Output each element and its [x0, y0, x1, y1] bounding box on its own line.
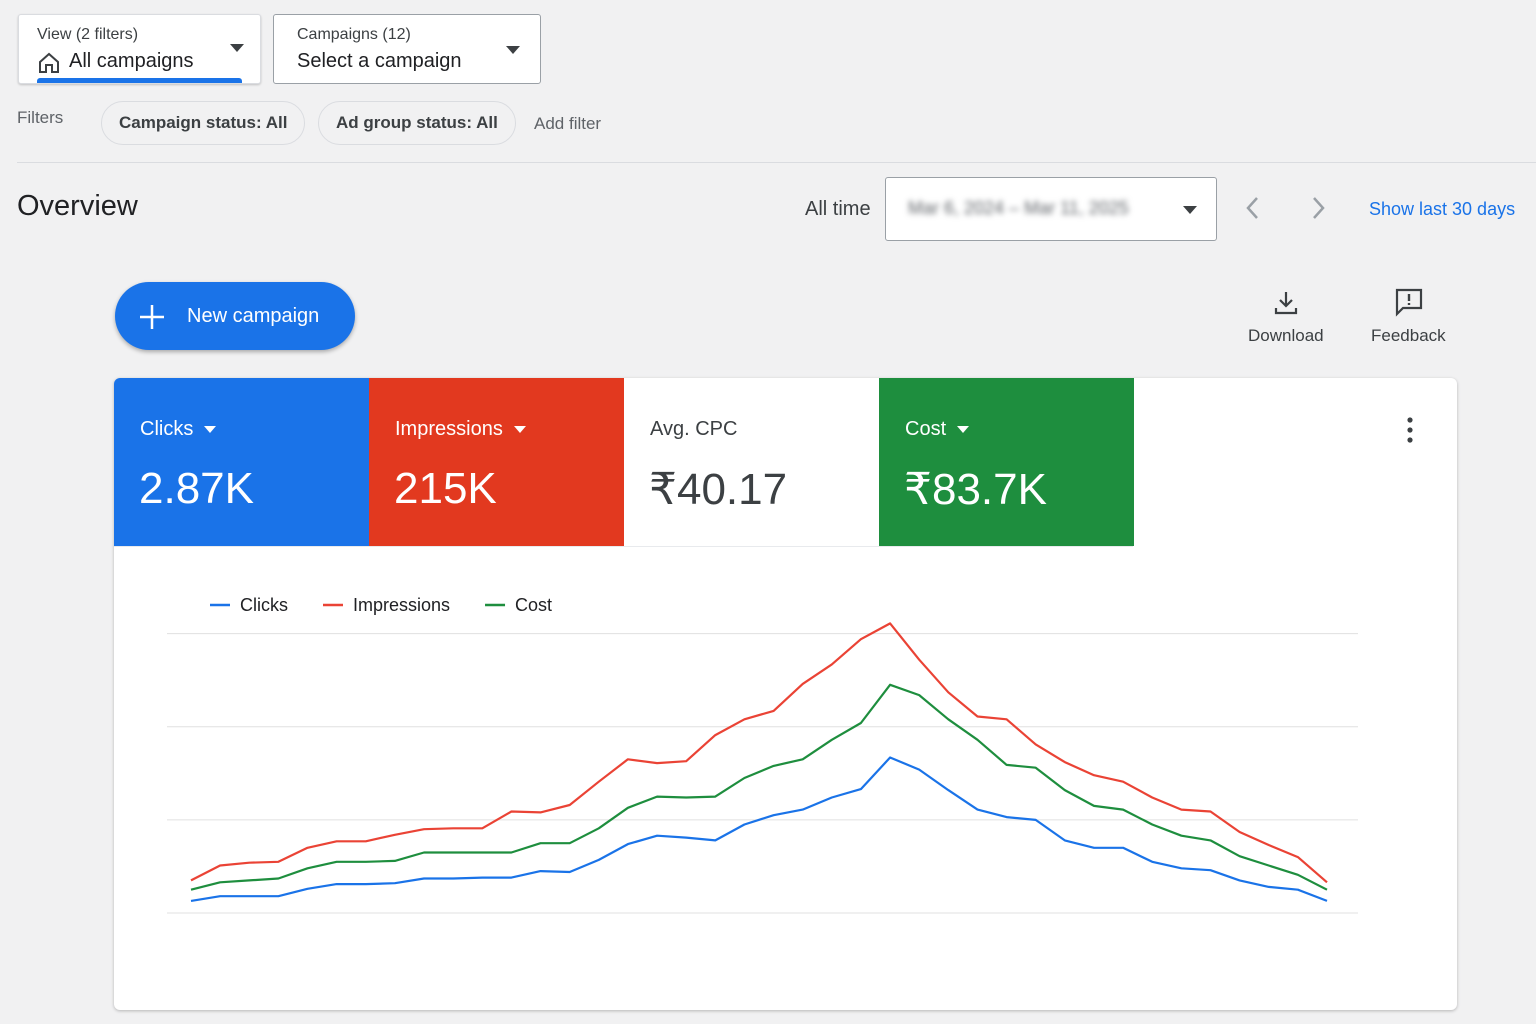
new-campaign-label: New campaign [187, 305, 320, 327]
metric-tile[interactable]: Avg. CPC ₹40.17 [624, 378, 879, 546]
tile-divider [114, 546, 1133, 547]
feedback-label[interactable]: Feedback [1371, 326, 1446, 345]
more-menu[interactable] [1402, 416, 1418, 444]
metric-value: ₹83.7K [904, 465, 1047, 514]
series-line [190, 756, 1328, 902]
campaign-selector[interactable]: Campaigns (12) Select a campaign [273, 14, 541, 84]
date-range: Mar 6, 2024 – Mar 11, 2025 [908, 198, 1129, 218]
download-icon[interactable] [1272, 289, 1300, 317]
dropdown-arrow [230, 44, 244, 52]
range-label: All time [805, 198, 871, 220]
metric-value: ₹40.17 [649, 465, 788, 514]
campaign-value: Select a campaign [297, 50, 462, 72]
feedback-icon[interactable] [1394, 287, 1424, 317]
view-label: View (2 filters) [37, 26, 139, 43]
metric-name: Cost [905, 418, 970, 441]
date-range-picker[interactable]: Mar 6, 2024 – Mar 11, 2025 [885, 177, 1217, 241]
view-selector[interactable]: View (2 filters) All campaigns [18, 14, 261, 84]
filter-chip[interactable]: Campaign status: All [101, 101, 306, 145]
add-filter[interactable]: Add filter [534, 114, 602, 133]
metric-name: Avg. CPC [650, 418, 738, 440]
campaign-label: Campaigns (12) [297, 26, 411, 43]
series-line [190, 622, 1328, 884]
series-line [190, 683, 1328, 891]
metric-tile[interactable]: Clicks 2.87K [114, 378, 369, 546]
new-campaign-button[interactable]: New campaign [115, 282, 355, 350]
metric-name: Impressions [395, 418, 527, 441]
plus-icon [140, 305, 164, 329]
metric-tile[interactable]: Impressions 215K [369, 378, 624, 546]
line-chart: Clicks Impressions Cost [167, 595, 1358, 914]
view-value: All campaigns [69, 50, 194, 72]
overview-title: Overview [17, 190, 138, 222]
metric-value: 2.87K [139, 464, 254, 513]
dropdown-arrow [513, 426, 526, 434]
prev-button[interactable] [1240, 194, 1264, 222]
dropdown-arrow [1183, 206, 1197, 214]
metric-value: 215K [394, 464, 497, 513]
filter-chip[interactable]: Ad group status: All [318, 101, 516, 145]
filters-label: Filters [17, 108, 64, 127]
dropdown-arrow [957, 426, 970, 434]
download-label[interactable]: Download [1248, 326, 1324, 345]
home-icon [39, 52, 59, 73]
legend-label: Impressions [353, 595, 450, 615]
metric-name: Clicks [140, 418, 217, 441]
next-button[interactable] [1306, 194, 1330, 222]
legend-label: Clicks [240, 595, 288, 615]
metric-tile[interactable]: Cost ₹83.7K [879, 378, 1134, 546]
show-last-link[interactable]: Show last 30 days [1369, 199, 1516, 219]
dropdown-arrow [506, 46, 520, 54]
dropdown-arrow [204, 426, 217, 434]
active-indicator [37, 78, 242, 83]
legend-label: Cost [515, 595, 552, 615]
divider [17, 162, 1536, 163]
overview-card: Clicks 2.87K Impressions 215K Avg. CPC ₹40.17… [114, 378, 1457, 1010]
